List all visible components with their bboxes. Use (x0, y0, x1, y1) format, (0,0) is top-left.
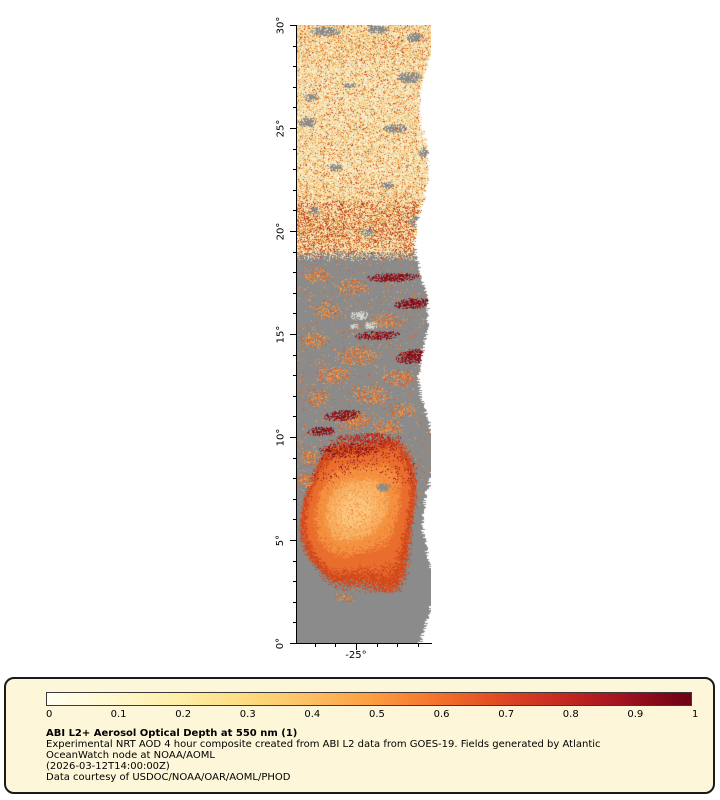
colorbar-tick-label: 0.8 (562, 709, 579, 720)
x-axis-minor-tick (376, 644, 378, 647)
y-axis-tick-label: 5° (275, 534, 287, 546)
y-axis-minor-tick (293, 622, 296, 624)
y-axis-minor-tick (293, 272, 296, 274)
colorbar-tick-label: 0.9 (627, 709, 644, 720)
y-axis-tick-label: 20° (275, 222, 287, 240)
y-axis-minor-tick (293, 45, 296, 47)
colorbar-tick-label: 0.5 (369, 709, 385, 720)
x-axis-major-tick (355, 644, 357, 650)
y-axis-tick-label: 15° (275, 325, 287, 343)
y-axis-major-tick (290, 540, 296, 541)
y-axis-minor-tick (293, 560, 296, 562)
y-axis-major-tick (290, 25, 296, 26)
y-axis-tick-label: 10° (275, 428, 287, 446)
x-axis-minor-tick (397, 644, 399, 647)
y-axis-minor-tick (293, 457, 296, 459)
y-axis-minor-tick (293, 416, 296, 418)
y-axis-minor-tick (293, 210, 296, 212)
x-axis-minor-tick (335, 644, 337, 647)
y-axis-major-tick (290, 231, 296, 232)
y-axis-minor-tick (293, 292, 296, 294)
y-axis-minor-tick (293, 354, 296, 356)
x-axis-minor-tick (314, 644, 316, 647)
legend-panel: 0 0.1 0.2 0.3 0.4 0.5 0.6 0.7 0.8 0.9 1 ABI L2+ Ae… (4, 677, 715, 794)
y-axis-line (296, 25, 297, 644)
y-axis-tick-label: 0° (275, 637, 287, 649)
legend-description-line2: OceanWatch node at NOAA/AOML (46, 750, 215, 761)
x-axis-tick-label: -25° (345, 650, 367, 661)
y-axis-minor-tick (293, 498, 296, 500)
colorbar-tick-label: 0.6 (433, 709, 450, 720)
x-axis-line (296, 643, 432, 644)
colorbar-tick-label: 0.7 (498, 709, 515, 720)
colorbar-tick-labels: 0 0.1 0.2 0.3 0.4 0.5 0.6 0.7 0.8 0.9 1 (46, 709, 706, 722)
colorbar-tick-label: 0 (46, 709, 53, 720)
x-axis-minor-tick (417, 644, 419, 647)
y-axis-minor-tick (293, 478, 296, 480)
y-axis-tick-label: 25° (275, 119, 287, 137)
y-axis-minor-tick (293, 148, 296, 150)
y-axis-major-tick (290, 334, 296, 335)
y-axis-major-tick (290, 437, 296, 438)
aod-map-plot: 30° 25° 20° 15° 10° 5° 0° -25° (275, 16, 432, 661)
caption-block: ABI L2+ Aerosol Optical Depth at 550 nm … (46, 728, 601, 783)
legend-description-line1: Experimental NRT AOD 4 hour composite cr… (46, 739, 601, 750)
colorbar (46, 692, 692, 706)
y-axis-tick-label: 30° (275, 16, 287, 34)
y-axis-major-tick (290, 643, 296, 644)
y-axis-minor-tick (293, 66, 296, 68)
y-axis-minor-tick (293, 107, 296, 109)
y-axis-minor-tick (293, 601, 296, 603)
y-axis-major-tick (290, 128, 296, 129)
legend-timestamp: (2026-03-12T14:00:00Z) (46, 761, 170, 772)
y-axis-minor-tick (293, 519, 296, 521)
y-axis-minor-tick (293, 251, 296, 253)
colorbar-tick-label: 1 (692, 709, 699, 720)
y-axis-minor-tick (293, 581, 296, 583)
colorbar-tick-label: 0.2 (175, 709, 192, 720)
y-axis-minor-tick (293, 189, 296, 191)
colorbar-tick-label: 0.4 (304, 709, 321, 720)
colorbar-tick-label: 0.1 (110, 709, 127, 720)
y-axis-minor-tick (293, 375, 296, 377)
y-axis-minor-tick (293, 395, 296, 397)
y-axis-minor-tick (293, 86, 296, 88)
y-axis-minor-tick (293, 169, 296, 171)
colorbar-tick-label: 0.3 (239, 709, 256, 720)
aod-map-raster (297, 25, 431, 643)
legend-title: ABI L2+ Aerosol Optical Depth at 550 nm … (46, 728, 298, 739)
y-axis-minor-tick (293, 313, 296, 315)
legend-credit: Data courtesy of USDOC/NOAA/OAR/AOML/PHO… (46, 772, 291, 783)
